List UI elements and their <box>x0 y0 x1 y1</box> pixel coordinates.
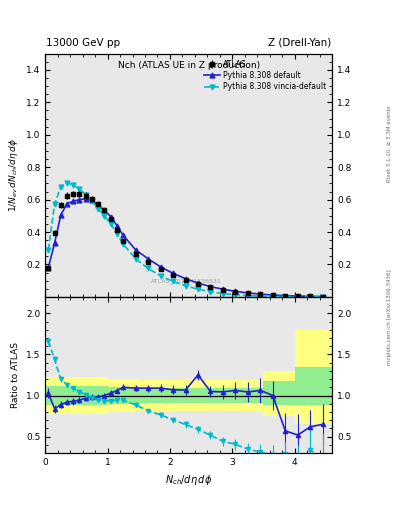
Pythia 8.308 vincia-default <box>220 290 225 296</box>
Pythia 8.308 default <box>90 197 94 203</box>
Pythia 8.308 vincia-default <box>246 292 250 298</box>
Bar <box>201 388 232 403</box>
Pythia 8.308 default <box>183 275 188 282</box>
Pythia 8.308 vincia-default <box>52 201 57 207</box>
Pythia 8.308 default <box>270 292 275 298</box>
Text: Z (Drell-Yan): Z (Drell-Yan) <box>268 37 331 48</box>
Bar <box>139 380 170 411</box>
Pythia 8.308 vincia-default <box>146 265 151 271</box>
Pythia 8.308 default <box>258 291 263 297</box>
Pythia 8.308 default <box>96 202 101 208</box>
Pythia 8.308 vincia-default <box>183 283 188 289</box>
Pythia 8.308 vincia-default <box>65 180 70 186</box>
Pythia 8.308 vincia-default <box>121 241 125 247</box>
X-axis label: $N_{ch}/d\eta\, d\phi$: $N_{ch}/d\eta\, d\phi$ <box>165 473 212 486</box>
Text: mcplots.cern.ch [arXiv:1306.3436]: mcplots.cern.ch [arXiv:1306.3436] <box>387 270 392 365</box>
Pythia 8.308 default <box>83 196 88 202</box>
Pythia 8.308 vincia-default <box>320 294 325 300</box>
Pythia 8.308 default <box>102 207 107 213</box>
Pythia 8.308 default <box>77 197 82 203</box>
Pythia 8.308 vincia-default <box>196 286 200 292</box>
Pythia 8.308 default <box>196 280 200 286</box>
Bar <box>170 380 201 411</box>
Bar <box>295 367 332 406</box>
Bar <box>45 377 76 414</box>
Pythia 8.308 default <box>246 290 250 296</box>
Text: Rivet 3.1.10, ≥ 3.3M events: Rivet 3.1.10, ≥ 3.3M events <box>387 105 392 182</box>
Bar <box>76 377 108 414</box>
Text: Nch (ATLAS UE in Z production): Nch (ATLAS UE in Z production) <box>118 61 260 70</box>
Pythia 8.308 default <box>46 265 51 271</box>
Pythia 8.308 vincia-default <box>77 186 82 192</box>
Pythia 8.308 vincia-default <box>258 293 263 299</box>
Bar <box>170 388 201 403</box>
Pythia 8.308 vincia-default <box>59 184 63 190</box>
Text: ATLAS_2019_I1736531: ATLAS_2019_I1736531 <box>151 278 222 284</box>
Bar <box>263 381 295 406</box>
Pythia 8.308 default <box>133 247 138 253</box>
Pythia 8.308 default <box>220 286 225 292</box>
Bar <box>76 386 108 406</box>
Bar <box>232 388 263 403</box>
Pythia 8.308 vincia-default <box>115 230 119 237</box>
Bar <box>263 371 295 416</box>
Legend: ATLAS, Pythia 8.308 default, Pythia 8.308 vincia-default: ATLAS, Pythia 8.308 default, Pythia 8.30… <box>202 57 328 94</box>
Bar <box>201 380 232 411</box>
Pythia 8.308 vincia-default <box>46 247 51 253</box>
Pythia 8.308 vincia-default <box>233 292 238 298</box>
Bar <box>108 387 139 404</box>
Pythia 8.308 default <box>208 284 213 290</box>
Line: Pythia 8.308 default: Pythia 8.308 default <box>46 197 325 299</box>
Y-axis label: Ratio to ATLAS: Ratio to ATLAS <box>11 342 20 408</box>
Pythia 8.308 default <box>233 288 238 294</box>
Pythia 8.308 default <box>146 255 151 262</box>
Pythia 8.308 vincia-default <box>171 279 175 285</box>
Pythia 8.308 vincia-default <box>296 293 300 300</box>
Pythia 8.308 default <box>121 232 125 239</box>
Pythia 8.308 default <box>171 270 175 276</box>
Pythia 8.308 vincia-default <box>90 198 94 204</box>
Pythia 8.308 vincia-default <box>83 191 88 198</box>
Pythia 8.308 default <box>296 293 300 299</box>
Y-axis label: $1/N_{ev}\, dN_{ch}/d\eta\, d\phi$: $1/N_{ev}\, dN_{ch}/d\eta\, d\phi$ <box>7 138 20 212</box>
Pythia 8.308 vincia-default <box>133 255 138 262</box>
Pythia 8.308 vincia-default <box>158 273 163 279</box>
Pythia 8.308 vincia-default <box>71 182 75 188</box>
Bar <box>139 388 170 403</box>
Pythia 8.308 default <box>71 198 75 204</box>
Pythia 8.308 default <box>108 214 113 220</box>
Pythia 8.308 vincia-default <box>208 289 213 295</box>
Bar <box>295 330 332 424</box>
Pythia 8.308 default <box>320 293 325 300</box>
Pythia 8.308 vincia-default <box>283 293 288 300</box>
Pythia 8.308 vincia-default <box>96 205 101 211</box>
Pythia 8.308 vincia-default <box>308 293 312 300</box>
Pythia 8.308 default <box>65 201 70 207</box>
Pythia 8.308 vincia-default <box>270 293 275 300</box>
Pythia 8.308 default <box>308 293 312 300</box>
Pythia 8.308 default <box>158 264 163 270</box>
Pythia 8.308 default <box>59 212 63 218</box>
Pythia 8.308 vincia-default <box>102 213 107 219</box>
Pythia 8.308 default <box>283 292 288 298</box>
Bar <box>108 379 139 412</box>
Text: 13000 GeV pp: 13000 GeV pp <box>46 37 121 48</box>
Line: Pythia 8.308 vincia-default: Pythia 8.308 vincia-default <box>46 180 325 299</box>
Bar <box>232 380 263 411</box>
Bar <box>45 386 76 406</box>
Pythia 8.308 default <box>52 240 57 246</box>
Pythia 8.308 vincia-default <box>108 221 113 227</box>
Pythia 8.308 default <box>115 223 119 229</box>
